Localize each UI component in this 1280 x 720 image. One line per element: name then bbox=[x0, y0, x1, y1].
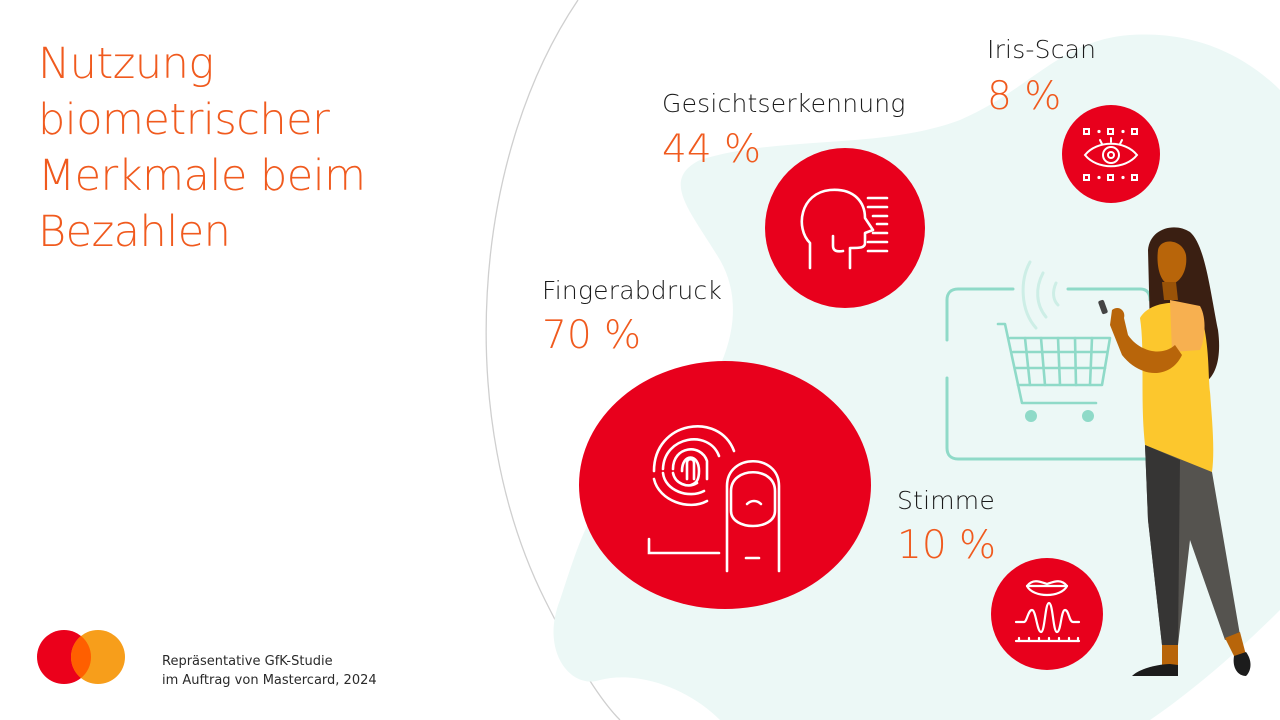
title-line: biometrischer bbox=[38, 95, 330, 145]
fingerprint-value: 70 % bbox=[542, 313, 642, 358]
face-recognition-label: Gesichtserkennung bbox=[662, 89, 906, 118]
fingerprint-icon bbox=[647, 425, 781, 573]
mastercard-logo bbox=[37, 630, 125, 684]
title-line: Bezahlen bbox=[38, 207, 231, 257]
title-line: Merkmale beim bbox=[38, 151, 366, 201]
fingerprint-label: Fingerabdruck bbox=[542, 276, 723, 305]
voice-circle bbox=[991, 558, 1103, 670]
source-note: Repräsentative GfK-Studie im Auftrag von… bbox=[162, 652, 377, 690]
title-line: Nutzung bbox=[38, 39, 214, 89]
iris-scan-label: Iris-Scan bbox=[987, 35, 1097, 64]
iris-scan-value: 8 % bbox=[987, 74, 1062, 119]
fingerprint-circle bbox=[579, 361, 871, 609]
source-line: Repräsentative GfK-Studie bbox=[162, 654, 333, 669]
face-recognition-circle bbox=[765, 148, 925, 308]
iris-scan-circle bbox=[1062, 105, 1160, 203]
page-title: Nutzung biometrischer Merkmale beim Beza… bbox=[38, 36, 458, 260]
source-line: im Auftrag von Mastercard, 2024 bbox=[162, 673, 377, 688]
voice-label: Stimme bbox=[897, 486, 995, 515]
contactless-waves-icon bbox=[1021, 260, 1060, 330]
face-recognition-icon bbox=[800, 188, 889, 270]
iris-scan-icon bbox=[1083, 128, 1139, 181]
shopping-cart-icon bbox=[996, 322, 1112, 405]
woman-figure bbox=[1098, 227, 1251, 676]
voice-value: 10 % bbox=[897, 523, 997, 568]
voice-icon bbox=[1014, 580, 1081, 643]
face-recognition-value: 44 % bbox=[662, 127, 762, 172]
